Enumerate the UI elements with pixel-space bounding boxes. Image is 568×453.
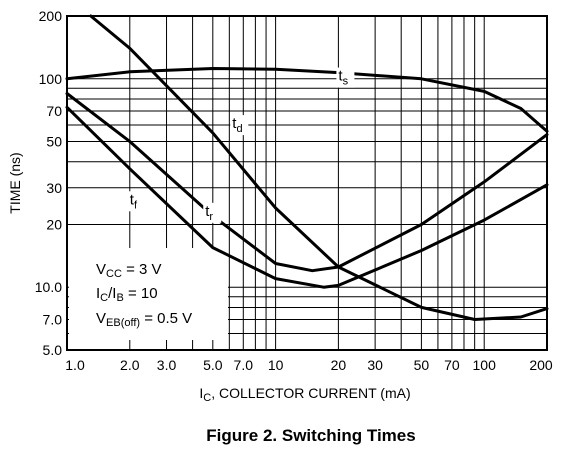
x-tick-label: 7.0 — [234, 357, 254, 373]
series-tr-line — [65, 92, 549, 273]
x-tick-label: 30 — [367, 357, 383, 373]
series-label-bg — [230, 115, 249, 136]
x-tick-label: 3.0 — [157, 357, 177, 373]
condition-vcc: VCC = 3 V — [96, 261, 162, 280]
series-tf-label: tf — [130, 191, 138, 211]
y-tick-label: 10.0 — [35, 279, 62, 295]
y-tick-label: 50 — [46, 134, 62, 150]
series-td-label: td — [232, 115, 242, 135]
conditions-text: VCC = 3 V IC/IB = 10 VEB(off) = 0.5 V — [96, 261, 192, 329]
y-tick-label: 7.0 — [43, 312, 63, 328]
figure-caption: Figure 2. Switching Times — [206, 426, 415, 445]
y-tick-label: 200 — [39, 8, 63, 24]
curve-label-layer: ts td tr tf — [127, 67, 355, 223]
conditions-box — [69, 248, 228, 340]
x-tick-label: 1.0 — [65, 357, 85, 373]
y-tick-label: 20 — [46, 216, 62, 232]
x-tick-label: 200 — [529, 357, 553, 373]
x-tick-label: 100 — [473, 357, 497, 373]
x-tick-label: 5.0 — [203, 357, 223, 373]
x-tick-label: 2.0 — [120, 357, 140, 373]
series-label-bg — [203, 202, 222, 223]
y-tick-label: 100 — [39, 71, 63, 87]
condition-veb: VEB(off) = 0.5 V — [96, 310, 192, 329]
series-label-bg — [127, 191, 146, 212]
series-ts-label: ts — [338, 68, 348, 88]
tick-layer: 1.0 2.0 3.0 5.0 7.0 10 20 30 50 70 100 200 5.0 7.0 10.… — [35, 8, 553, 373]
grid-layer — [66, 15, 548, 351]
x-tick-label: 50 — [414, 357, 430, 373]
x-tick-label: 70 — [444, 357, 460, 373]
series-tr-label: tr — [205, 203, 213, 223]
series-label-bg — [336, 67, 355, 88]
plot-frame — [66, 15, 548, 351]
y-tick-label: 5.0 — [43, 342, 63, 358]
y-tick-label: 30 — [46, 180, 62, 196]
y-axis-label: TIME (ns) — [7, 152, 23, 213]
x-axis-label: IC, COLLECTOR CURRENT (mA) — [199, 385, 410, 404]
condition-ic-ib: IC/IB = 10 — [96, 285, 158, 304]
x-tick-label: 20 — [331, 357, 347, 373]
x-tick-label: 10 — [268, 357, 284, 373]
y-tick-label: 70 — [46, 103, 62, 119]
series-tf-line — [65, 105, 549, 289]
